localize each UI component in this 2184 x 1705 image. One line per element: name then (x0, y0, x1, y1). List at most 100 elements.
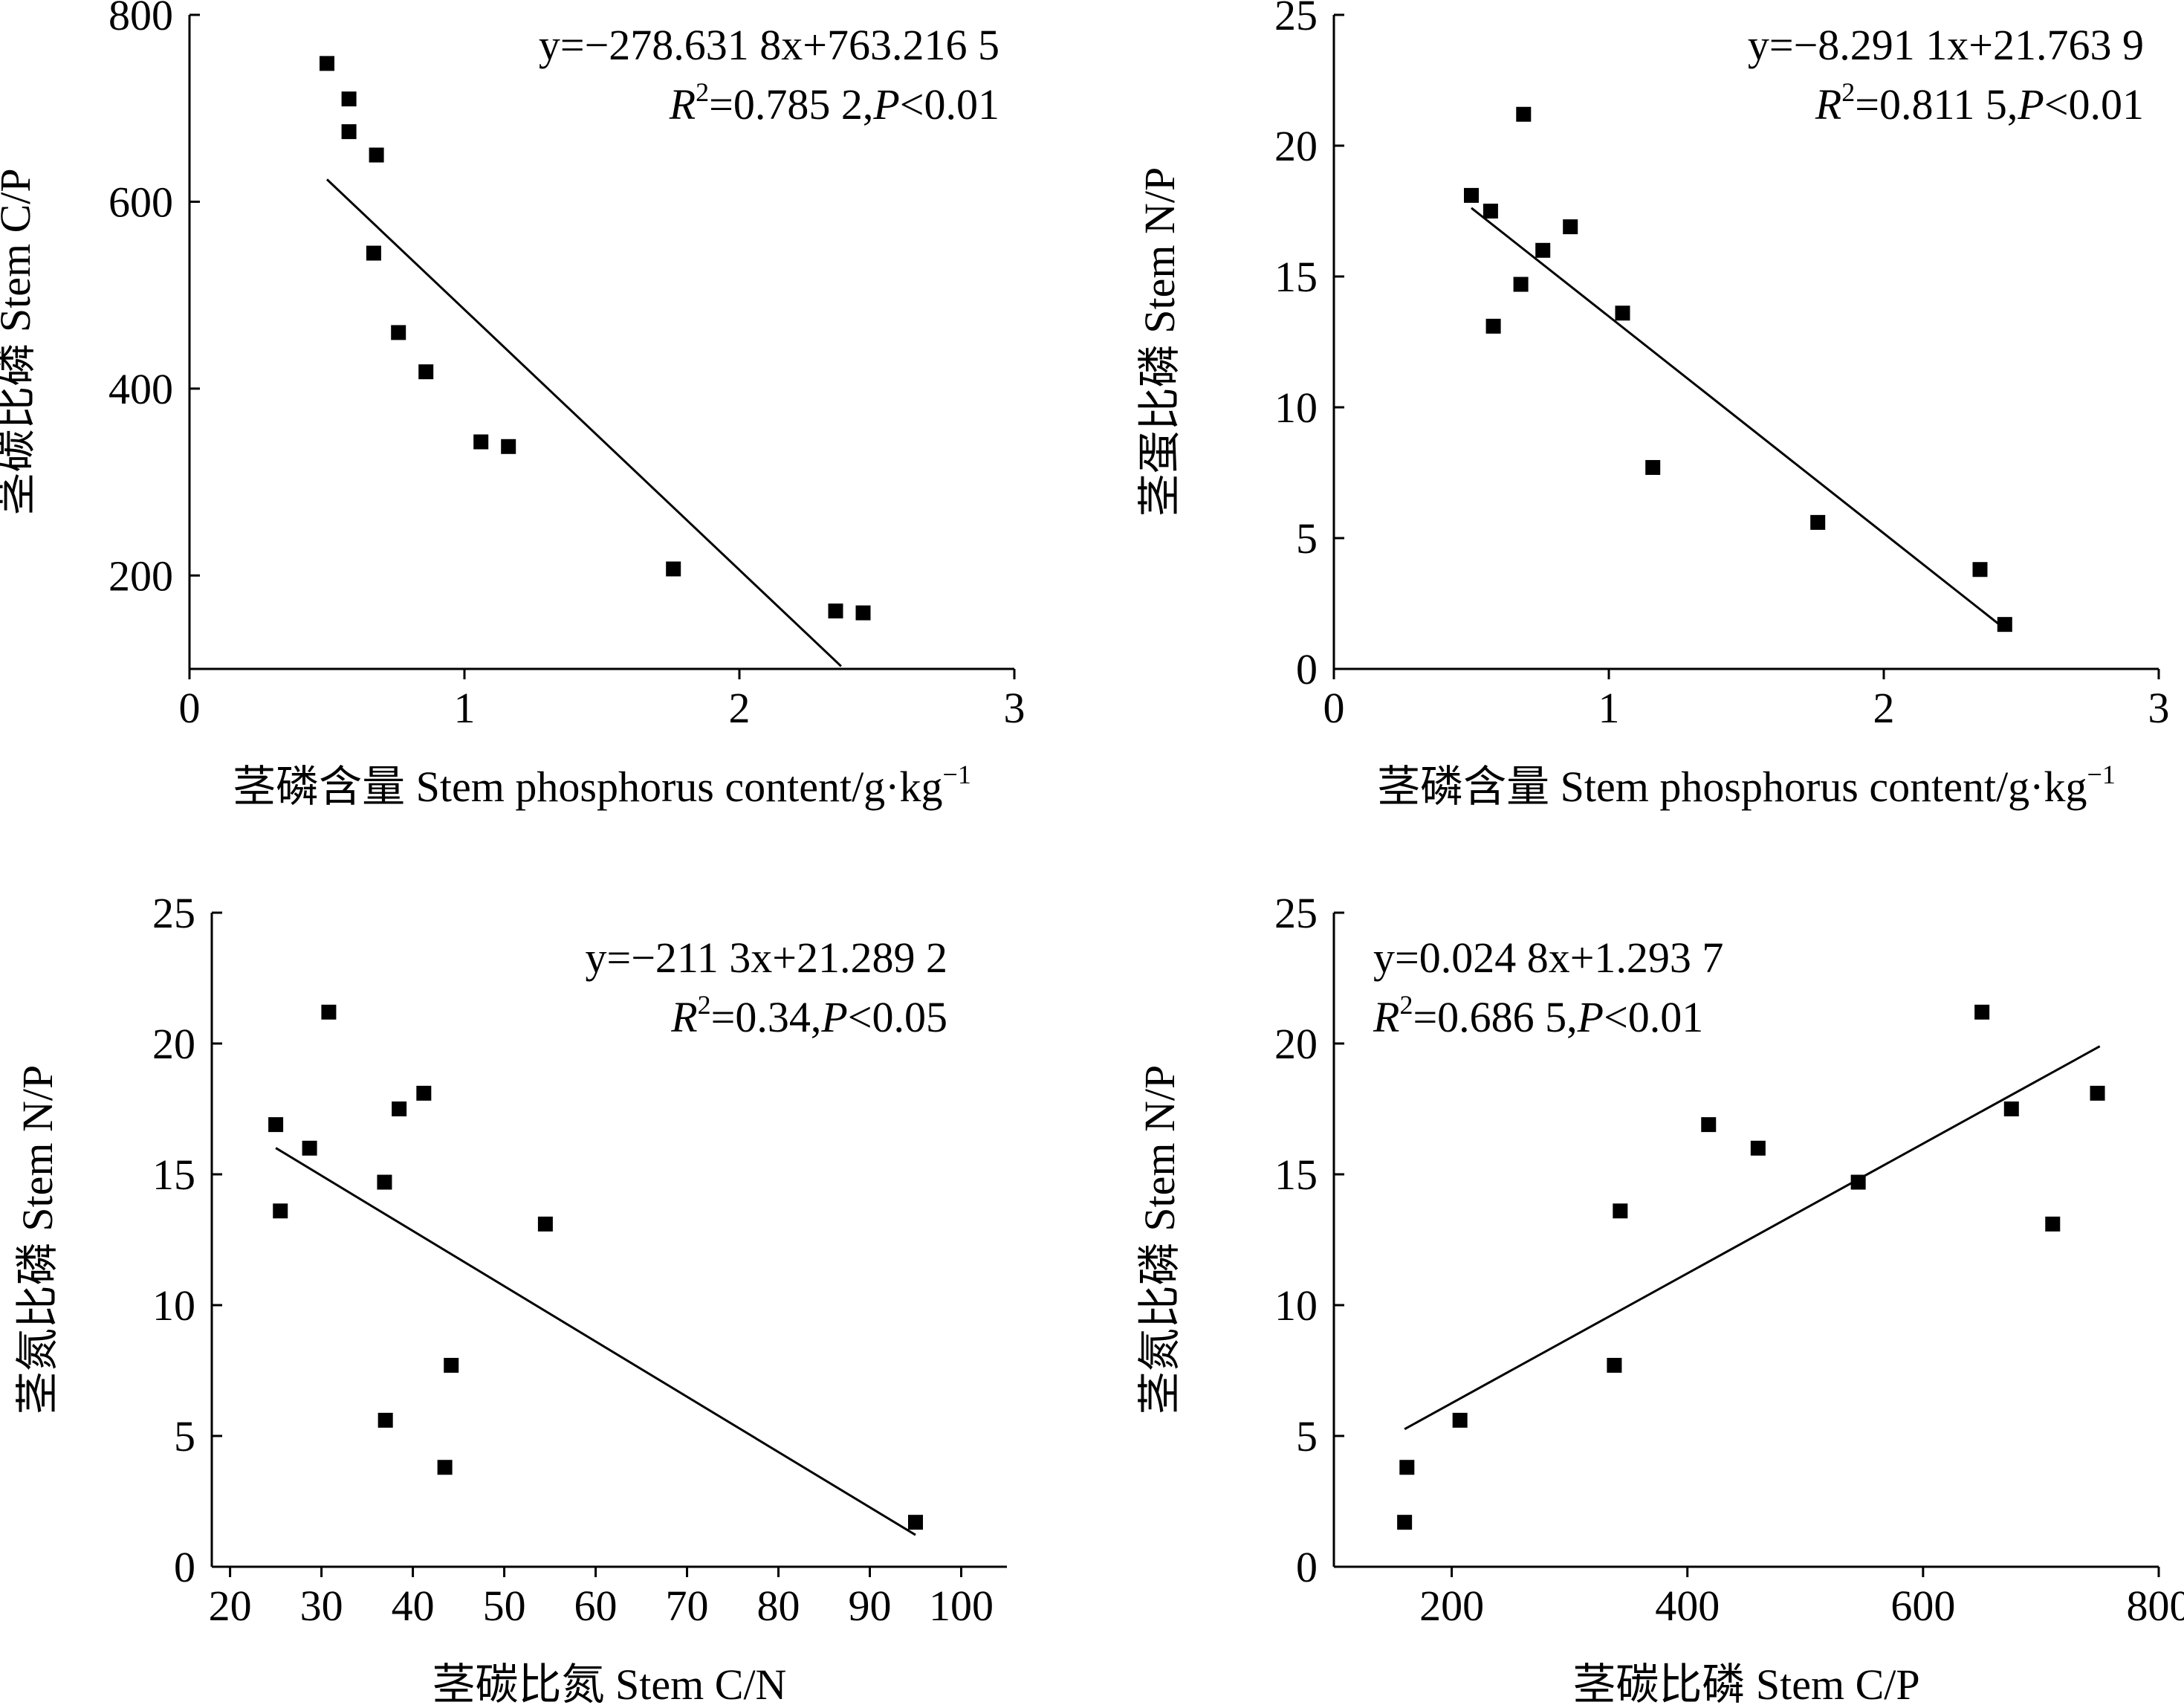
x-axis-label: 茎碳比氮 Stem C/N (432, 1660, 787, 1705)
y-tick-label: 15 (152, 1151, 195, 1199)
data-point (273, 1203, 288, 1219)
data-point (369, 147, 384, 163)
data-point (1397, 1515, 1413, 1530)
y-axis-label: 茎氮比磷 Stem N/P (13, 1065, 62, 1415)
y-axis-label: 茎蛋比磷 Stem N/P (1135, 167, 1184, 517)
y-tick-label: 20 (1274, 1020, 1318, 1068)
data-point (1485, 318, 1501, 334)
x-tick-label: 100 (929, 1582, 994, 1630)
y-tick-label: 25 (1274, 0, 1318, 39)
x-tick-label: 2 (1873, 684, 1895, 732)
data-point (855, 605, 871, 621)
data-point (828, 604, 843, 619)
x-tick-label: 50 (483, 1582, 526, 1630)
data-point (2045, 1216, 2061, 1232)
y-tick-label: 20 (152, 1020, 195, 1068)
regression-equation: y=−278.631 8x+763.216 5 (539, 21, 999, 69)
data-point (377, 1174, 392, 1190)
y-tick-label: 10 (152, 1281, 195, 1330)
x-tick-label: 600 (1890, 1582, 1955, 1630)
data-point (1464, 187, 1479, 203)
x-tick-label: 30 (300, 1582, 343, 1630)
data-point (1750, 1140, 1766, 1156)
data-point (1645, 459, 1661, 475)
chart-panel-3: 0 5 10 15 20 25 20 30 40 50 60 70 80 90 100 茎碳比氮 Stem C… (13, 889, 1007, 1705)
r-squared-annotation: R2=0.686 5,P<0.01 (1373, 990, 1703, 1041)
data-point (1972, 562, 1988, 578)
data-point (1850, 1174, 1866, 1190)
x-tick-label: 2 (729, 684, 751, 732)
y-tick-label: 5 (174, 1412, 195, 1460)
data-point (1997, 617, 2012, 632)
data-point (341, 91, 357, 107)
data-point (416, 1085, 432, 1101)
data-point (1399, 1460, 1415, 1475)
x-tick-label: 70 (666, 1582, 709, 1630)
x-tick-label: 200 (1419, 1582, 1484, 1630)
data-point (444, 1357, 459, 1373)
y-tick-label: 800 (108, 0, 173, 39)
x-tick-label: 80 (757, 1582, 800, 1630)
x-tick-label: 400 (1655, 1582, 1720, 1630)
chart-panel-4: 0 5 10 15 20 25 200 400 600 800 茎碳比磷 Stem C/P 茎氮比磷 … (1135, 889, 2184, 1705)
data-point (2003, 1101, 2019, 1116)
data-point (437, 1460, 453, 1475)
y-tick-label: 10 (1274, 1281, 1318, 1330)
r-squared-annotation: R2=0.34,P<0.05 (670, 990, 947, 1041)
y-tick-label: 400 (108, 365, 173, 413)
regression-equation: y=−211 3x+21.289 2 (586, 934, 947, 982)
data-point (391, 325, 406, 340)
data-point (1516, 106, 1532, 122)
data-point (1513, 276, 1529, 292)
x-axis-label: 茎碳比磷 Stem C/P (1572, 1660, 1919, 1705)
data-point (537, 1216, 553, 1232)
data-point (302, 1140, 317, 1156)
data-point (1563, 219, 1578, 235)
y-tick-label: 15 (1274, 1151, 1318, 1199)
x-tick-label: 0 (1323, 684, 1345, 732)
x-tick-label: 0 (179, 684, 201, 732)
y-tick-label: 0 (1296, 645, 1318, 693)
data-point (1452, 1412, 1468, 1428)
data-point (1701, 1117, 1717, 1133)
data-point (1810, 514, 1826, 530)
data-point (366, 245, 381, 261)
trend-line (1404, 1045, 2101, 1431)
data-point (2090, 1085, 2105, 1101)
data-point (666, 561, 681, 577)
y-tick-label: 600 (108, 178, 173, 226)
data-point (320, 56, 334, 71)
data-point (1974, 1004, 1990, 1020)
regression-equation: y=−8.291 1x+21.763 9 (1748, 21, 2144, 69)
trend-line (275, 1147, 916, 1536)
y-tick-label: 10 (1274, 384, 1318, 432)
trend-line (1471, 207, 2006, 630)
r-squared-annotation: R2=0.811 5,P<0.01 (1815, 77, 2144, 129)
data-point (1607, 1357, 1622, 1373)
x-tick-label: 20 (209, 1582, 252, 1630)
x-tick-label: 3 (1004, 684, 1025, 732)
y-tick-label: 0 (174, 1543, 195, 1591)
data-point (1483, 204, 1498, 219)
chart-panel-2: 0 5 10 15 20 25 0 1 2 3 茎磷含量 Stem phosphorus conte… (1135, 0, 2170, 811)
data-point (268, 1117, 284, 1133)
x-tick-label: 1 (1598, 684, 1620, 732)
data-point (392, 1101, 407, 1116)
y-tick-label: 20 (1274, 122, 1318, 170)
x-axis-label: 茎磷含量 Stem phosphorus content/g·kg−1 (1377, 760, 2116, 811)
data-point (1613, 1203, 1628, 1219)
data-point (321, 1004, 337, 1020)
y-tick-label: 25 (152, 889, 195, 937)
chart-panel-1: 200 400 600 800 0 1 2 3 茎磷含量 Stem phosphorus con… (0, 0, 1025, 811)
r-squared-annotation: R2=0.785 2,P<0.01 (669, 77, 999, 129)
data-point (473, 434, 489, 450)
x-tick-label: 40 (392, 1582, 435, 1630)
data-point (418, 364, 434, 380)
data-point (501, 439, 516, 454)
regression-equation: y=0.024 8x+1.293 7 (1373, 934, 1723, 982)
y-tick-label: 25 (1274, 889, 1318, 937)
y-tick-label: 5 (1296, 1412, 1318, 1460)
y-axis-label: 茎碳比磷 Stem C/P (0, 168, 39, 515)
data-point (908, 1515, 924, 1530)
